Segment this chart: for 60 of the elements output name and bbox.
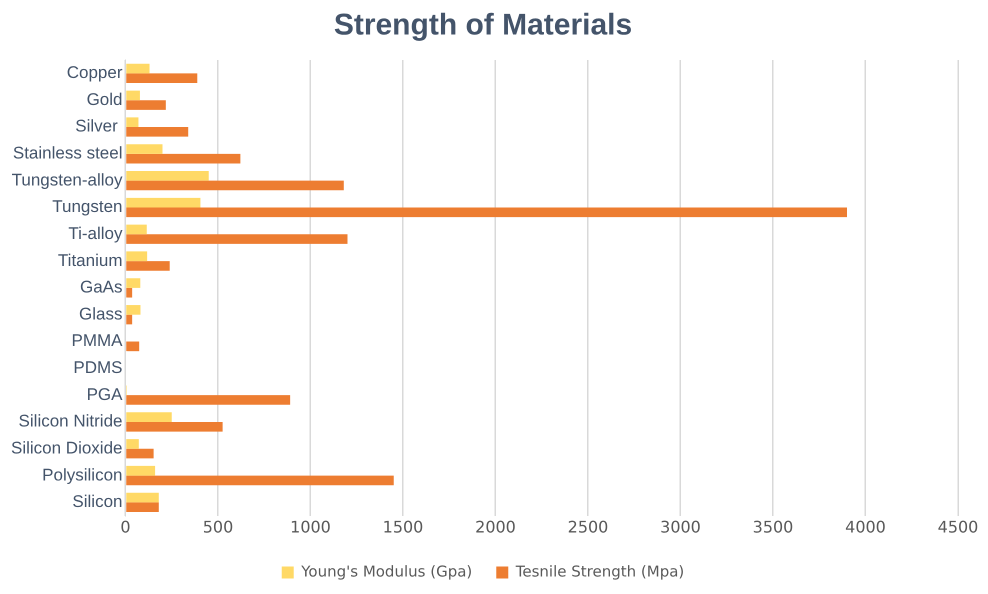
x-tick-label: 0	[120, 518, 131, 537]
y-tick-label: Stainless steel	[12, 144, 122, 163]
y-tick-label: PMMA	[71, 331, 124, 350]
bar	[126, 127, 188, 137]
bar	[126, 314, 132, 324]
x-tick-label: 1500	[382, 518, 424, 537]
y-tick-label: Tungsten	[52, 197, 122, 216]
x-tick-label: 500	[202, 518, 234, 537]
bar	[126, 492, 159, 502]
y-tick-label: PGA	[86, 384, 124, 404]
bar	[126, 439, 139, 449]
y-tick-label: PDMS	[73, 358, 122, 378]
chart-title: Strength of Materials	[334, 8, 632, 42]
x-tick-label: 1000	[290, 518, 331, 537]
y-tick-label: Silver	[75, 116, 122, 136]
bar	[126, 466, 156, 476]
x-tick-label: 2500	[568, 518, 608, 537]
bar	[126, 207, 847, 218]
bar	[126, 171, 209, 181]
x-tick-label: 4500	[938, 518, 978, 537]
y-tick-label: Silicon Dioxide	[10, 438, 122, 458]
y-tick-label: Titanium	[58, 250, 122, 270]
x-tick-label: 3500	[752, 518, 794, 537]
bar	[126, 422, 223, 432]
y-tick-label: Polysilicon	[42, 465, 122, 484]
bar	[126, 278, 140, 288]
bar	[126, 198, 200, 208]
bar	[126, 261, 170, 271]
bar	[126, 305, 140, 315]
bar	[126, 64, 150, 74]
bar	[126, 395, 290, 405]
bar	[126, 144, 162, 154]
bar	[126, 154, 240, 164]
y-tick-label: GaAs	[80, 278, 122, 297]
bar	[126, 180, 344, 190]
y-tick-label: Glass	[79, 304, 122, 324]
x-tick-label: 4000	[845, 518, 886, 537]
y-tick-label: Silicon Nitride	[18, 412, 122, 431]
bar	[126, 412, 172, 422]
y-tick-label: Copper	[66, 63, 123, 82]
bar	[126, 100, 166, 110]
legend-label: Tesnile Strength (Mpa)	[514, 562, 684, 580]
bar	[126, 476, 394, 486]
legend-label: Young's Modulus (Gpa)	[300, 562, 472, 580]
y-tick-label: Ti-alloy	[68, 224, 123, 243]
bar	[126, 90, 140, 100]
x-tick-label: 2000	[475, 518, 516, 537]
bar	[126, 117, 138, 128]
x-tick-label: 3000	[660, 518, 701, 537]
bar	[126, 73, 198, 84]
bar	[126, 342, 140, 352]
bar	[126, 448, 154, 458]
bar	[126, 234, 348, 244]
bar	[126, 224, 147, 234]
y-tick-label: Tungsten-alloy	[12, 170, 123, 190]
y-tick-label: Gold	[86, 90, 122, 109]
bar	[126, 288, 132, 298]
bar	[126, 251, 148, 262]
y-tick-label: Silicon	[72, 492, 122, 512]
bar	[126, 502, 159, 512]
